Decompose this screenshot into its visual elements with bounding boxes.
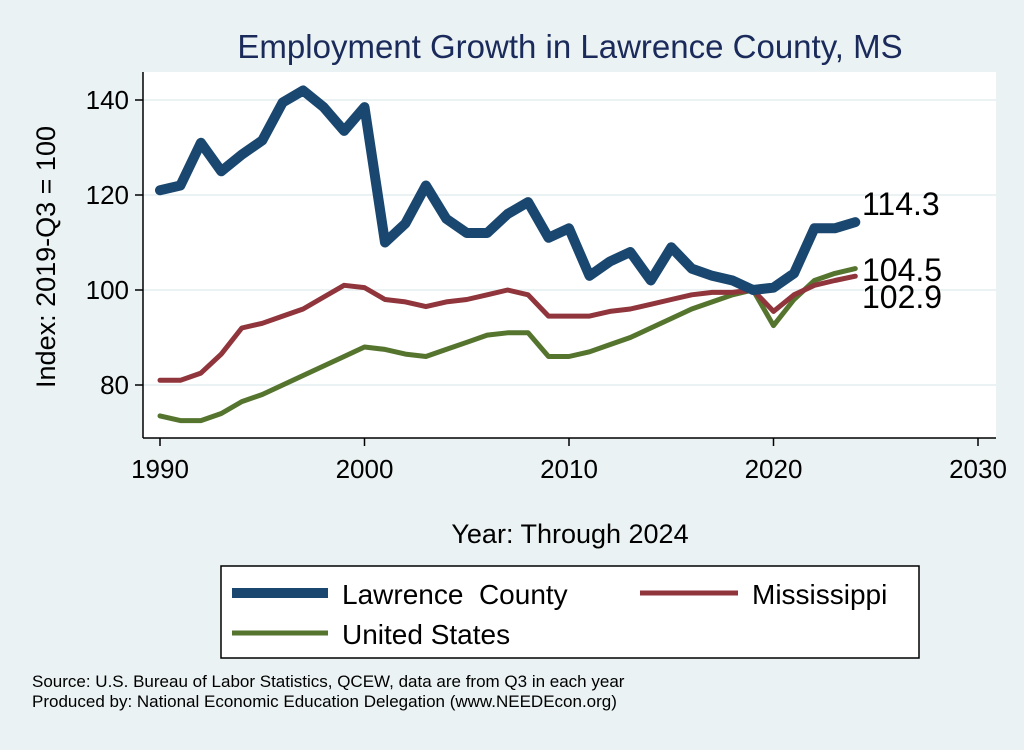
x-tick-label-2020: 2020 bbox=[745, 454, 803, 484]
end-label-lawrence-county: 114.3 bbox=[862, 186, 940, 222]
producer-note: Produced by: National Economic Education… bbox=[32, 692, 617, 711]
x-tick-label-1990: 1990 bbox=[131, 454, 189, 484]
series-line-lawrence-county bbox=[155, 85, 861, 295]
x-tick-label-2030: 2030 bbox=[949, 454, 1007, 484]
legend-label-lawrence-county: Lawrence County bbox=[342, 579, 568, 610]
axes: 80 100 120 140 1990 2000 2010 2020 2030 bbox=[86, 72, 1007, 484]
x-axis-title: Year: Through 2024 bbox=[451, 519, 688, 549]
legend-label-united-states: United States bbox=[342, 619, 510, 650]
legend-label-mississippi: Mississippi bbox=[752, 579, 887, 610]
series-lines bbox=[155, 85, 861, 424]
x-tick-label-2000: 2000 bbox=[336, 454, 394, 484]
end-label-united-states: 104.5 bbox=[862, 252, 942, 288]
plot-area bbox=[143, 72, 996, 438]
chart-title: Employment Growth in Lawrence County, MS bbox=[237, 28, 902, 65]
y-tick-label-100: 100 bbox=[86, 275, 129, 305]
end-label-mississippi: 102.9 bbox=[862, 279, 942, 315]
legend: Lawrence County Mississippi United State… bbox=[220, 565, 920, 659]
legend-box bbox=[220, 565, 920, 659]
series-line-mississippi bbox=[157, 273, 858, 383]
y-axis-title: Index: 2019-Q3 = 100 bbox=[31, 126, 61, 388]
source-note: Source: U.S. Bureau of Labor Statistics,… bbox=[32, 672, 625, 691]
y-tick-label-120: 120 bbox=[86, 180, 129, 210]
y-tick-label-140: 140 bbox=[86, 85, 129, 115]
x-tick-label-2010: 2010 bbox=[540, 454, 598, 484]
y-tick-label-80: 80 bbox=[100, 370, 129, 400]
